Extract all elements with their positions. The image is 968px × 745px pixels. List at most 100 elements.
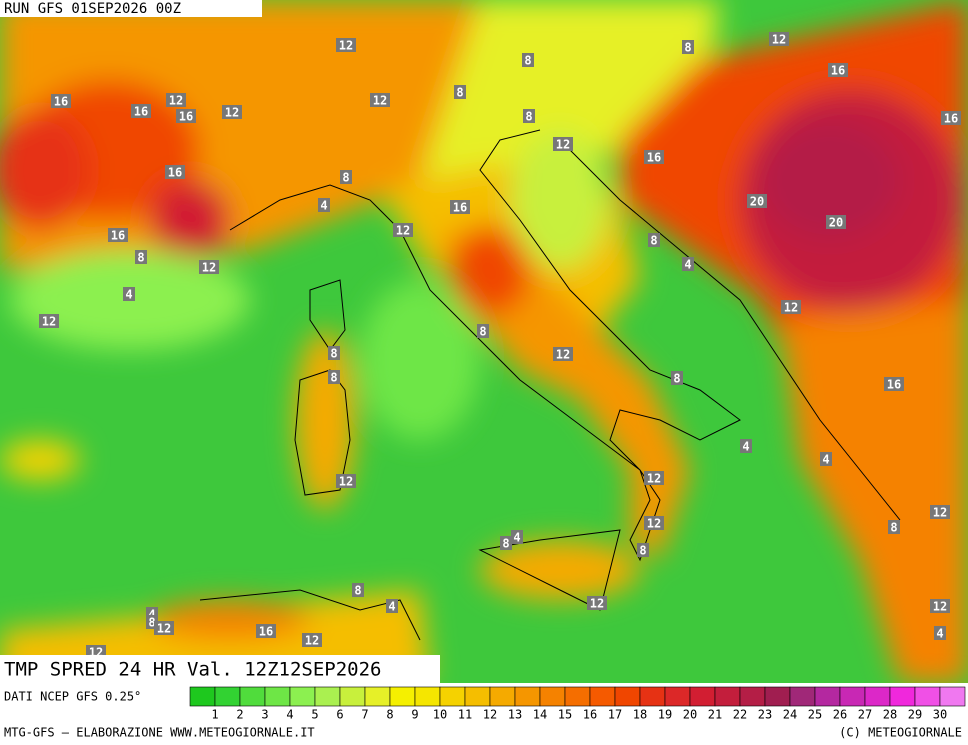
contour-label-box bbox=[888, 520, 900, 534]
colorbar-swatch bbox=[389, 686, 416, 707]
contour-label-box bbox=[511, 530, 523, 544]
colorbar-label: 19 bbox=[658, 708, 672, 722]
contour-label: 4 bbox=[388, 600, 395, 614]
contour-label-box bbox=[682, 257, 694, 271]
contour-label: 4 bbox=[320, 199, 327, 213]
contour-label: 16 bbox=[179, 110, 193, 124]
contour-label: 8 bbox=[639, 544, 646, 558]
contour-label: 12 bbox=[396, 224, 410, 238]
contour-label-box bbox=[393, 223, 413, 237]
contour-label-box bbox=[826, 215, 846, 229]
contour-label-box bbox=[328, 346, 340, 360]
colorbar-label: 28 bbox=[883, 708, 897, 722]
colorbar-swatch bbox=[789, 686, 816, 707]
contour-label: 12 bbox=[202, 261, 216, 275]
colorbar-label: 18 bbox=[633, 708, 647, 722]
contour-label-box bbox=[523, 109, 535, 123]
contour-label-box bbox=[166, 93, 186, 107]
colorbar-label: 3 bbox=[261, 708, 268, 722]
colorbar-label: 17 bbox=[608, 708, 622, 722]
colorbar-swatch bbox=[564, 686, 591, 707]
contour-label-box bbox=[454, 85, 466, 99]
colorbar-swatch bbox=[839, 686, 866, 707]
colorbar-swatch bbox=[214, 686, 241, 707]
colorbar-label: 25 bbox=[808, 708, 822, 722]
contour-label-box bbox=[340, 170, 352, 184]
colorbar-label: 22 bbox=[733, 708, 747, 722]
contour-label: 16 bbox=[168, 166, 182, 180]
colorbar-label: 13 bbox=[508, 708, 522, 722]
colorbar-label: 29 bbox=[908, 708, 922, 722]
colorbar-swatch bbox=[489, 686, 516, 707]
contour-label-box bbox=[302, 633, 322, 647]
footer-left: MTG-GFS — ELABORAZIONE WWW.METEOGIORNALE… bbox=[4, 726, 315, 740]
contour-label: 12 bbox=[169, 94, 183, 108]
colorbar-label: 21 bbox=[708, 708, 722, 722]
contour-label-box bbox=[336, 38, 356, 52]
colorbar-label: 11 bbox=[458, 708, 472, 722]
contour-label-box bbox=[934, 626, 946, 640]
contour-label-box bbox=[352, 583, 364, 597]
contour-label: 12 bbox=[42, 315, 56, 329]
colorbar-label: 8 bbox=[386, 708, 393, 722]
colorbar-swatch bbox=[764, 686, 791, 707]
contour-label-box bbox=[644, 516, 664, 530]
colorbar-swatch bbox=[714, 686, 741, 707]
footer-right: (C) METEOGIORNALE bbox=[839, 726, 962, 740]
colorbar-swatch bbox=[914, 686, 941, 707]
contour-label-box bbox=[123, 287, 135, 301]
colorbar-label: 26 bbox=[833, 708, 847, 722]
contour-label: 8 bbox=[502, 537, 509, 551]
contour-label: 8 bbox=[330, 347, 337, 361]
contour-label-box bbox=[637, 543, 649, 557]
colorbar-label: 4 bbox=[286, 708, 293, 722]
colorbar: 1 2 3 4 5 6 7 8 9 10 11 12 13 14 15 16 17 18 19 20 21 22 23 24 2… bbox=[189, 686, 966, 722]
colorbar-label: 1 bbox=[211, 708, 218, 722]
contour-label-box bbox=[682, 40, 694, 54]
contour-label: 4 bbox=[936, 627, 943, 641]
colorbar-swatch bbox=[189, 686, 216, 707]
contour-label: 12 bbox=[157, 622, 171, 636]
colorbar-label: 9 bbox=[411, 708, 418, 722]
contour-label: 12 bbox=[373, 94, 387, 108]
colorbar-label: 23 bbox=[758, 708, 772, 722]
contour-label-box bbox=[769, 32, 789, 46]
contour-label-box bbox=[108, 228, 128, 242]
contour-label-box bbox=[781, 300, 801, 314]
colorbar-label: 24 bbox=[783, 708, 797, 722]
colorbar-swatch bbox=[339, 686, 366, 707]
contour-label-box bbox=[51, 94, 71, 108]
contour-label: 16 bbox=[259, 625, 273, 639]
colorbar-swatch bbox=[889, 686, 916, 707]
contour-label: 12 bbox=[556, 138, 570, 152]
colorbar-swatch bbox=[464, 686, 491, 707]
contour-label-box bbox=[648, 233, 660, 247]
contour-label: 4 bbox=[125, 288, 132, 302]
contour-label-box bbox=[671, 371, 683, 385]
colorbar-swatch bbox=[864, 686, 891, 707]
contour-label-box bbox=[386, 599, 398, 613]
colorbar-label: 30 bbox=[933, 708, 947, 722]
colorbar-label: 27 bbox=[858, 708, 872, 722]
contour-label-box bbox=[587, 596, 607, 610]
title: TMP SPRED 24 HR Val. 12Z12SEP2026 bbox=[4, 659, 382, 681]
contour-label-box bbox=[199, 260, 219, 274]
contour-label-box bbox=[477, 324, 489, 338]
contour-label-box bbox=[165, 165, 185, 179]
colorbar-swatch bbox=[289, 686, 316, 707]
contour-label: 20 bbox=[750, 195, 764, 209]
contour-label: 12 bbox=[305, 634, 319, 648]
colorbar-swatch bbox=[589, 686, 616, 707]
contour-label-box bbox=[336, 474, 356, 488]
contour-label: 8 bbox=[456, 86, 463, 100]
contour-label: 12 bbox=[556, 348, 570, 362]
contour-label-box bbox=[318, 198, 330, 212]
run-box bbox=[0, 0, 262, 17]
contour-label: 16 bbox=[134, 105, 148, 119]
contour-label: 12 bbox=[647, 517, 661, 531]
contour-label: 16 bbox=[111, 229, 125, 243]
contour-label: 4 bbox=[742, 440, 749, 454]
